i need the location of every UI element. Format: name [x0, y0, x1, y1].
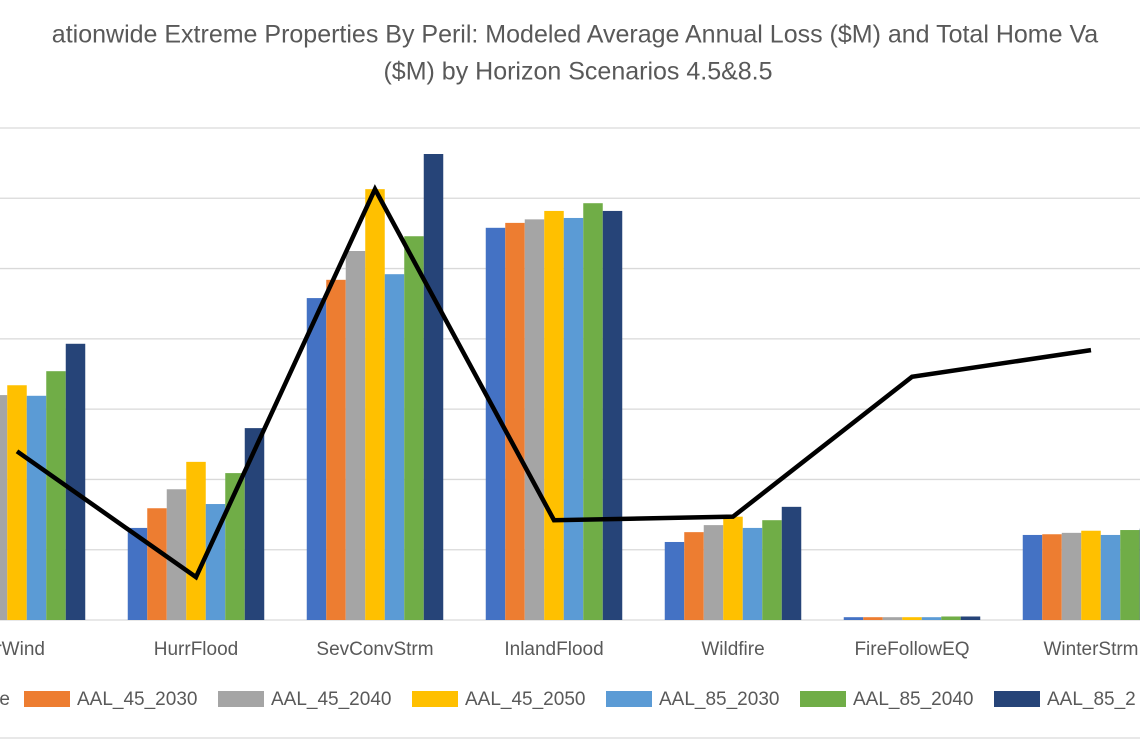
bar — [723, 516, 743, 620]
legend-swatch — [218, 691, 264, 707]
bar — [882, 617, 903, 620]
bar — [602, 210, 623, 621]
bar — [1022, 534, 1043, 620]
legend-swatch — [412, 691, 458, 707]
x-tick-label: HurrFlood — [154, 639, 238, 660]
legend-swatch — [994, 691, 1040, 707]
x-tick-label: WinterStrm — [1044, 639, 1139, 660]
bar — [7, 385, 27, 620]
chart-subtitle: ($M) by Horizon Scenarios 4.5&8.5 — [383, 58, 772, 86]
bar — [65, 343, 86, 620]
bar — [365, 189, 385, 621]
legend-label: AAL_45_2050 — [465, 689, 585, 710]
legend-swatch — [800, 691, 846, 707]
chart-title: ationwide Extreme Properties By Peril: M… — [52, 21, 1098, 49]
bar — [544, 210, 564, 621]
bar — [843, 617, 864, 620]
legend-label: AAL_85_2040 — [853, 689, 973, 710]
bar — [423, 154, 444, 620]
bar — [1061, 532, 1082, 620]
x-tick-label: SevConvStrm — [316, 639, 433, 660]
bar — [46, 371, 66, 620]
bar — [1042, 534, 1062, 620]
bar — [186, 461, 206, 620]
legend-swatch — [24, 691, 70, 707]
bar — [485, 227, 506, 620]
bar — [147, 508, 167, 620]
bar — [306, 298, 327, 620]
legend-label: AAL_85_2030 — [659, 689, 779, 710]
bar — [127, 527, 148, 620]
bar — [26, 395, 47, 620]
bar — [384, 274, 405, 620]
bar — [225, 473, 245, 620]
bar — [524, 219, 545, 620]
x-tick-label: FireFollowEQ — [854, 639, 969, 660]
line-series — [15, 184, 1092, 581]
bar — [742, 527, 763, 620]
bar — [863, 617, 883, 620]
bar — [664, 541, 685, 620]
bar — [505, 222, 525, 620]
x-tick-label: rrWind — [0, 639, 45, 660]
legend-label: AAL_45_2030 — [77, 689, 197, 710]
bar — [345, 251, 366, 620]
bar — [762, 520, 782, 620]
x-tick-label: InlandFlood — [504, 639, 603, 660]
bar — [960, 616, 981, 620]
bar — [244, 428, 265, 620]
legend-label: AAL_85_2 — [1047, 689, 1136, 710]
bar — [921, 617, 942, 620]
bar — [404, 236, 424, 621]
bar — [166, 489, 187, 620]
bar — [703, 525, 724, 620]
bar — [583, 203, 603, 620]
bar — [941, 616, 961, 620]
legend-label: AAL_45_2040 — [271, 689, 391, 710]
bar — [1100, 534, 1121, 620]
legend-label: e — [0, 689, 10, 710]
bar — [1120, 530, 1140, 620]
bar — [563, 217, 584, 621]
bar — [684, 532, 704, 620]
bar — [1081, 530, 1101, 620]
bar — [326, 279, 346, 620]
bar — [205, 504, 226, 620]
legend-swatch — [606, 691, 652, 707]
bar — [781, 506, 802, 620]
bar — [902, 617, 922, 620]
bar — [0, 395, 8, 620]
x-tick-label: Wildfire — [701, 639, 764, 660]
